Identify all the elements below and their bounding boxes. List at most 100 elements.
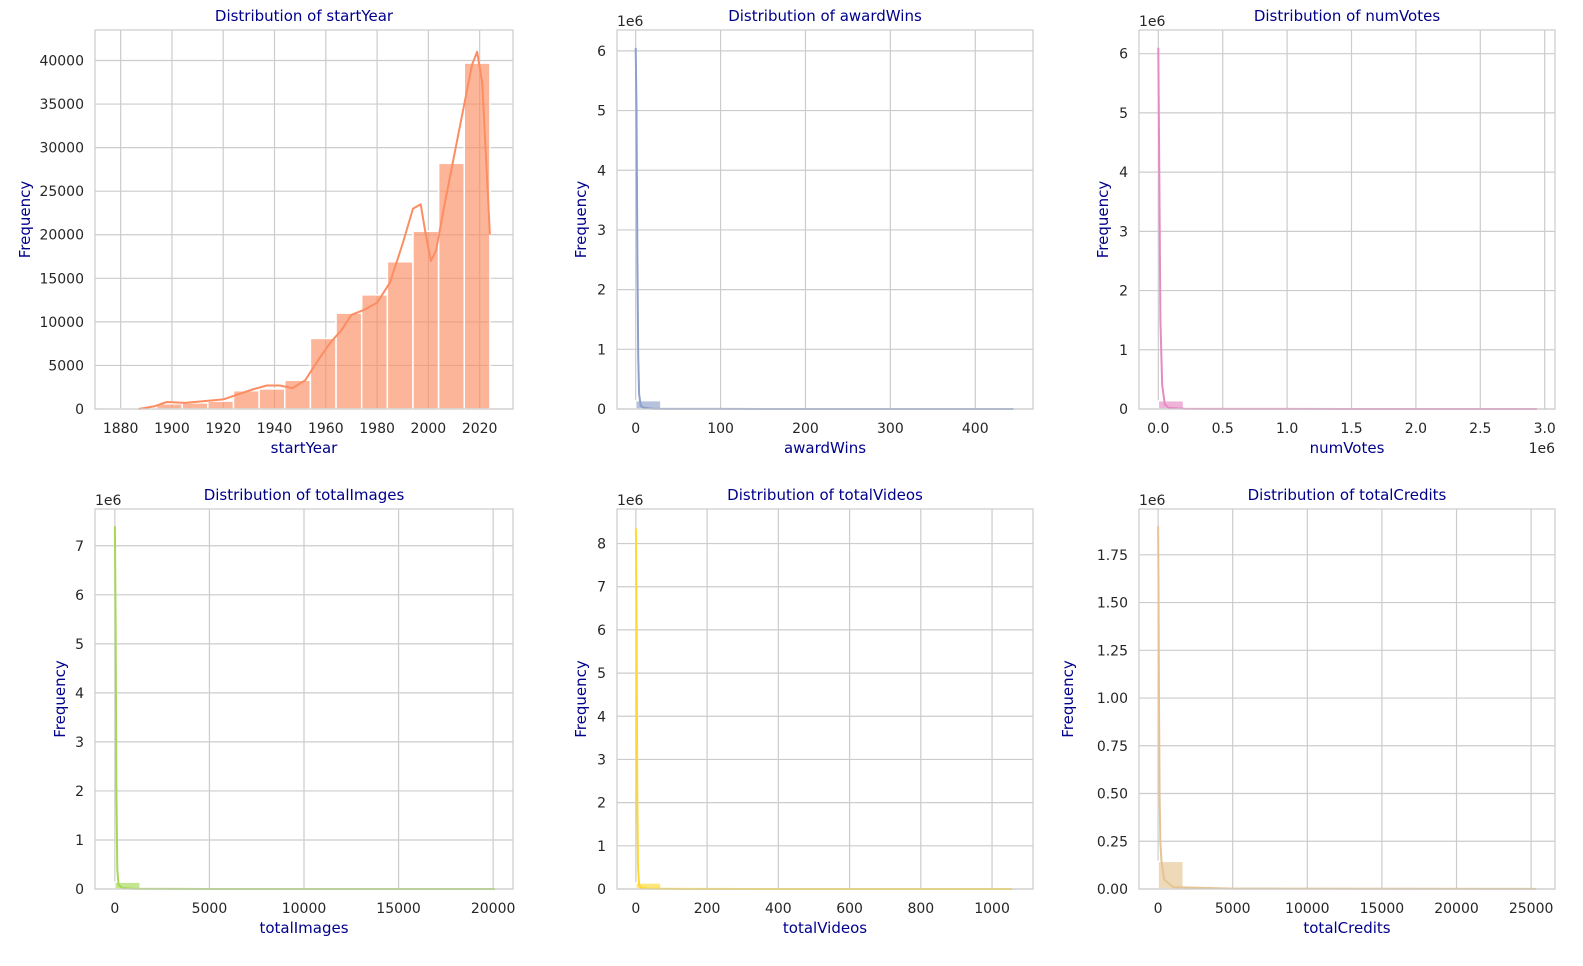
- x-tick-label: 2.0: [1405, 421, 1427, 437]
- y-tick-label: 3: [75, 735, 84, 751]
- y-tick-label: 4: [597, 163, 606, 179]
- x-tick-label: 20000: [1434, 901, 1479, 917]
- chart-title: Distribution of numVotes: [1254, 7, 1441, 25]
- x-tick-label: 0.0: [1147, 421, 1169, 437]
- y-tick-label: 0.50: [1097, 787, 1128, 803]
- x-tick-label: 400: [765, 901, 792, 917]
- y-axis-label: Frequency: [51, 660, 69, 738]
- y-tick-label: 2: [597, 796, 606, 812]
- y-tick-label: 6: [597, 623, 606, 639]
- x-tick-label: 15000: [1360, 901, 1405, 917]
- gridlines: [95, 509, 513, 890]
- x-axis-label: awardWins: [784, 439, 866, 457]
- gridlines: [1139, 509, 1555, 890]
- x-axis-label: startYear: [271, 439, 339, 457]
- y-tick-label: 1.75: [1097, 548, 1128, 564]
- subplot-0: 1880 1900 1920 1940 1960 1980 2000 2020 0 5000 100…: [16, 7, 514, 457]
- x-tick-label: 0: [110, 901, 119, 917]
- x-tick-label: 2000: [411, 421, 447, 437]
- axes-frame: [1138, 508, 1556, 890]
- y-tick-label: 25000: [39, 184, 84, 200]
- y-tick-label: 30000: [39, 141, 84, 157]
- y-tick-label: 1: [75, 833, 84, 849]
- y-tick-label: 6: [597, 44, 606, 60]
- kde-line: [634, 47, 1014, 410]
- y-tick-label: 6: [75, 588, 84, 604]
- x-tick-label: 5000: [1215, 901, 1251, 917]
- x-tick-label: 100: [707, 421, 734, 437]
- x-tick-label: 1980: [359, 421, 395, 437]
- y-axis-label: Frequency: [1059, 660, 1077, 738]
- histogram-bar: [412, 230, 440, 410]
- kde-line: [1157, 526, 1537, 890]
- chart-title: Distribution of awardWins: [728, 7, 922, 25]
- histogram-bar: [309, 337, 337, 410]
- y-tick-label: 2: [75, 784, 84, 800]
- y-tick-label: 0.00: [1097, 882, 1128, 898]
- chart-title: Distribution of totalCredits: [1248, 486, 1447, 504]
- x-tick-label: 2020: [462, 421, 498, 437]
- gridlines: [617, 509, 1033, 890]
- y-tick-label: 20000: [39, 228, 84, 244]
- y-tick-label: 4: [597, 709, 606, 725]
- x-tick-label: 800: [907, 901, 934, 917]
- y-tick-label: 2: [1119, 284, 1128, 300]
- x-tick-label: 5000: [192, 901, 228, 917]
- y-axis-label: Frequency: [1094, 181, 1112, 259]
- x-tick-label: 300: [877, 421, 904, 437]
- y-tick-label: 35000: [39, 97, 84, 113]
- y-tick-label: 3: [597, 752, 606, 768]
- y-tick-label: 15000: [39, 271, 84, 287]
- y-tick-label: 10000: [39, 315, 84, 331]
- x-tick-label: 15000: [376, 901, 421, 917]
- bars: [1157, 860, 1538, 890]
- y-tick-label: 0: [597, 882, 606, 898]
- y-tick-label: 1.50: [1097, 596, 1128, 612]
- subplot-5: 0 5000 10000 15000 20000 25000 0.00 0.25 0.50 0.7…: [1059, 486, 1556, 937]
- x-tick-label: 1.0: [1276, 421, 1298, 437]
- bars: [634, 399, 1015, 410]
- histogram-bar: [232, 389, 260, 410]
- x-tick-label: 1.5: [1340, 421, 1362, 437]
- histogram-bar: [437, 162, 466, 410]
- subplot-4: 0 200 400 600 800 1000 0 1 2 3 4 5 6 7 8 Distribution o…: [572, 486, 1034, 937]
- y-offset-label: 1e6: [1139, 493, 1166, 509]
- x-tick-label: 3.0: [1534, 421, 1556, 437]
- y-tick-label: 4: [1119, 165, 1128, 181]
- y-tick-label: 5000: [48, 358, 84, 374]
- y-tick-label: 6: [1119, 47, 1128, 63]
- y-tick-label: 0.75: [1097, 739, 1128, 755]
- y-tick-label: 7: [597, 580, 606, 596]
- y-tick-label: 2: [597, 283, 606, 299]
- y-tick-label: 5: [597, 666, 606, 682]
- x-tick-label: 20000: [471, 901, 516, 917]
- y-tick-label: 1: [597, 342, 606, 358]
- histogram-bar: [207, 400, 235, 410]
- x-tick-label: 10000: [1285, 901, 1330, 917]
- axes-frame: [616, 508, 1034, 890]
- gridlines: [1139, 30, 1555, 410]
- subplot-1: 0 100 200 300 400 0 1 2 3 4 5 6 Distribution of awar…: [572, 7, 1034, 457]
- histogram-bar: [181, 402, 209, 410]
- x-offset-label: 1e6: [1529, 441, 1556, 457]
- axes-frame: [94, 29, 514, 410]
- kde-line: [634, 528, 1012, 890]
- y-tick-label: 5: [597, 104, 606, 120]
- axes-frame: [616, 29, 1034, 410]
- y-tick-label: 1: [1119, 343, 1128, 359]
- x-tick-label: 1920: [205, 421, 241, 437]
- histogram-bar: [258, 388, 286, 410]
- y-tick-label: 3: [1119, 224, 1128, 240]
- y-offset-label: 1e6: [617, 14, 644, 30]
- y-offset-label: 1e6: [1139, 14, 1166, 30]
- x-tick-label: 0: [631, 901, 640, 917]
- x-tick-label: 400: [962, 421, 989, 437]
- x-tick-label: 200: [792, 421, 819, 437]
- x-axis-label: totalImages: [259, 919, 348, 937]
- histogram-bar: [463, 62, 491, 410]
- x-tick-label: 1960: [308, 421, 344, 437]
- histogram-bar: [335, 312, 363, 410]
- y-tick-label: 3: [597, 223, 606, 239]
- chart-title: Distribution of startYear: [215, 7, 394, 25]
